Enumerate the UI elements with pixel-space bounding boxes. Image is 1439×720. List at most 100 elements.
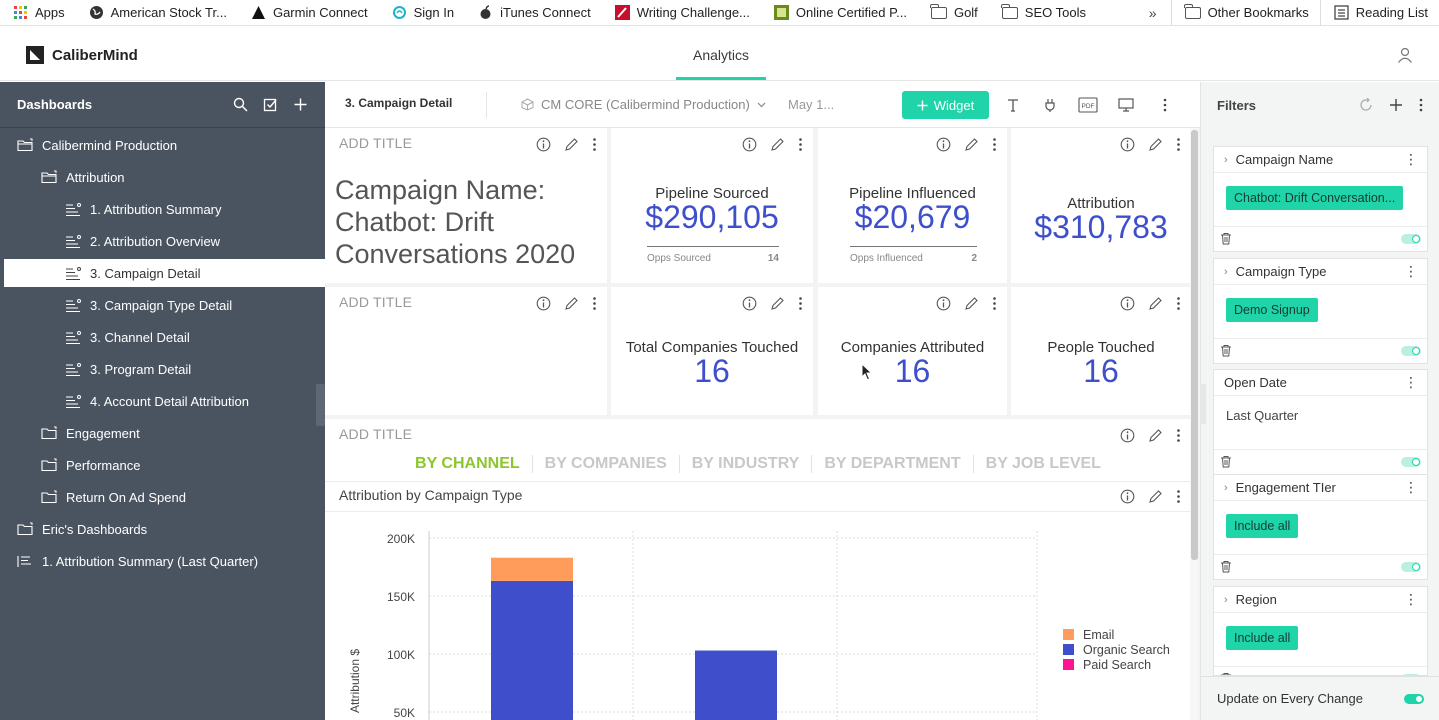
sidebar-resize-handle[interactable]: [316, 384, 325, 426]
filter-value[interactable]: Include all: [1226, 626, 1299, 650]
more-vertical-icon[interactable]: [592, 137, 597, 152]
filter-toggle[interactable]: [1401, 457, 1421, 467]
pencil-icon[interactable]: [964, 296, 979, 311]
pencil-icon[interactable]: [1148, 428, 1163, 443]
info-icon[interactable]: [1120, 489, 1135, 504]
sidebar-item[interactable]: 1. Attribution Summary: [4, 195, 325, 223]
more-vertical-icon[interactable]: [1419, 98, 1423, 112]
trash-icon[interactable]: [1220, 232, 1232, 245]
filter-value[interactable]: Chatbot: Drift Conversation...: [1226, 186, 1404, 210]
more-vertical-icon[interactable]: [592, 296, 597, 311]
chevron-right-icon[interactable]: ›: [1224, 265, 1228, 278]
bookmark-golf[interactable]: Golf: [918, 0, 989, 26]
filter-value[interactable]: Demo Signup: [1226, 298, 1318, 322]
info-icon[interactable]: [1120, 428, 1135, 443]
bookmark-other[interactable]: Other Bookmarks: [1170, 0, 1320, 26]
add-title[interactable]: ADD TITLE: [339, 135, 413, 151]
filter-toggle[interactable]: [1401, 346, 1421, 356]
tab-by-department[interactable]: BY DEPARTMENT: [812, 455, 974, 473]
sidebar-item[interactable]: Eric's Dashboards: [4, 515, 325, 543]
filter-header[interactable]: › Engagement TIer ⋮: [1214, 475, 1427, 501]
more-vertical-icon[interactable]: [798, 296, 803, 311]
sidebar-item[interactable]: 4. Account Detail Attribution: [4, 387, 325, 415]
filter-toggle[interactable]: [1401, 562, 1421, 572]
add-title[interactable]: ADD TITLE: [339, 426, 413, 442]
date-selector[interactable]: May 1...: [788, 97, 835, 112]
filter-header[interactable]: › Campaign Type ⋮: [1214, 259, 1427, 285]
more-vertical-icon[interactable]: [798, 137, 803, 152]
sidebar-item[interactable]: 3. Campaign Detail: [4, 259, 325, 287]
more-bookmarks-chevron[interactable]: »: [1148, 4, 1157, 21]
filter-more-icon[interactable]: ⋮: [1404, 151, 1418, 167]
tab-by-companies[interactable]: BY COMPANIES: [533, 455, 680, 473]
filter-toggle[interactable]: [1401, 674, 1421, 675]
filters-resize-handle[interactable]: [1200, 384, 1206, 424]
trash-icon[interactable]: [1220, 455, 1232, 468]
tab-by-job-level[interactable]: BY JOB LEVEL: [985, 455, 1101, 472]
monitor-icon[interactable]: [1118, 97, 1134, 113]
trash-icon[interactable]: [1220, 560, 1232, 573]
bookmark-writing[interactable]: Writing Challenge...: [602, 0, 761, 26]
search-icon[interactable]: [233, 97, 248, 112]
chevron-right-icon[interactable]: ›: [1224, 593, 1228, 606]
user-icon[interactable]: [1397, 47, 1413, 63]
more-vertical-icon[interactable]: [1176, 296, 1181, 311]
sidebar-item[interactable]: Return On Ad Spend: [4, 483, 325, 511]
bookmark-garmin[interactable]: Garmin Connect: [238, 0, 379, 26]
filter-value[interactable]: Include all: [1226, 514, 1299, 538]
info-icon[interactable]: [742, 296, 757, 311]
update-every-change-toggle[interactable]: [1404, 694, 1424, 704]
pencil-icon[interactable]: [1148, 489, 1163, 504]
info-icon[interactable]: [936, 137, 951, 152]
sidebar-item[interactable]: 1. Attribution Summary (Last Quarter): [4, 547, 325, 575]
sidebar-item[interactable]: Calibermind Production: [4, 131, 325, 159]
trash-icon[interactable]: [1220, 344, 1232, 357]
chevron-right-icon[interactable]: ›: [1224, 153, 1228, 166]
bookmark-reading-list[interactable]: Reading List: [1319, 0, 1439, 26]
sidebar-item[interactable]: Engagement: [4, 419, 325, 447]
bookmark-sign-in[interactable]: Sign In: [379, 0, 465, 26]
nav-analytics[interactable]: Analytics: [676, 27, 766, 80]
filter-header[interactable]: › Region ⋮: [1214, 587, 1427, 613]
filter-more-icon[interactable]: ⋮: [1404, 479, 1418, 495]
info-icon[interactable]: [936, 296, 951, 311]
info-icon[interactable]: [536, 137, 551, 152]
pencil-icon[interactable]: [770, 296, 785, 311]
more-vertical-icon[interactable]: [1176, 428, 1181, 443]
filter-toggle[interactable]: [1401, 234, 1421, 244]
more-vertical-icon[interactable]: [992, 137, 997, 152]
sidebar-item[interactable]: Attribution: [4, 163, 325, 191]
add-title[interactable]: ADD TITLE: [339, 294, 413, 310]
more-vertical-icon[interactable]: [1176, 489, 1181, 504]
pdf-icon[interactable]: PDF: [1078, 97, 1098, 113]
bookmark-seo-tools[interactable]: SEO Tools: [989, 0, 1097, 26]
add-filter-icon[interactable]: [1389, 98, 1403, 112]
trash-icon[interactable]: [1220, 672, 1232, 676]
info-icon[interactable]: [742, 137, 757, 152]
checkbox-icon[interactable]: [263, 97, 278, 112]
chevron-right-icon[interactable]: ›: [1224, 481, 1228, 494]
info-icon[interactable]: [536, 296, 551, 311]
canvas-scrollbar-thumb[interactable]: [1191, 130, 1198, 560]
filter-header[interactable]: Open Date ⋮: [1214, 370, 1427, 396]
more-vertical-icon[interactable]: [1157, 97, 1173, 113]
pencil-icon[interactable]: [1148, 296, 1163, 311]
filter-value[interactable]: Last Quarter: [1226, 408, 1299, 423]
pencil-icon[interactable]: [964, 137, 979, 152]
tab-by-channel[interactable]: BY CHANNEL: [403, 455, 533, 473]
filter-plug-icon[interactable]: [1042, 97, 1058, 113]
pencil-icon[interactable]: [564, 137, 579, 152]
info-icon[interactable]: [1120, 137, 1135, 152]
filter-more-icon[interactable]: ⋮: [1404, 374, 1418, 390]
sidebar-item[interactable]: 3. Program Detail: [4, 355, 325, 383]
tab-by-industry[interactable]: BY INDUSTRY: [680, 455, 813, 473]
bookmark-itunes[interactable]: iTunes Connect: [465, 0, 602, 26]
filter-more-icon[interactable]: ⋮: [1404, 263, 1418, 279]
add-widget-button[interactable]: Widget: [902, 91, 989, 119]
add-icon[interactable]: [293, 97, 308, 112]
bookmark-apps[interactable]: Apps: [0, 0, 76, 26]
pencil-icon[interactable]: [770, 137, 785, 152]
more-vertical-icon[interactable]: [992, 296, 997, 311]
bookmark-american-stock[interactable]: American Stock Tr...: [76, 0, 238, 26]
datasource-selector[interactable]: CM CORE (Calibermind Production): [521, 97, 766, 112]
